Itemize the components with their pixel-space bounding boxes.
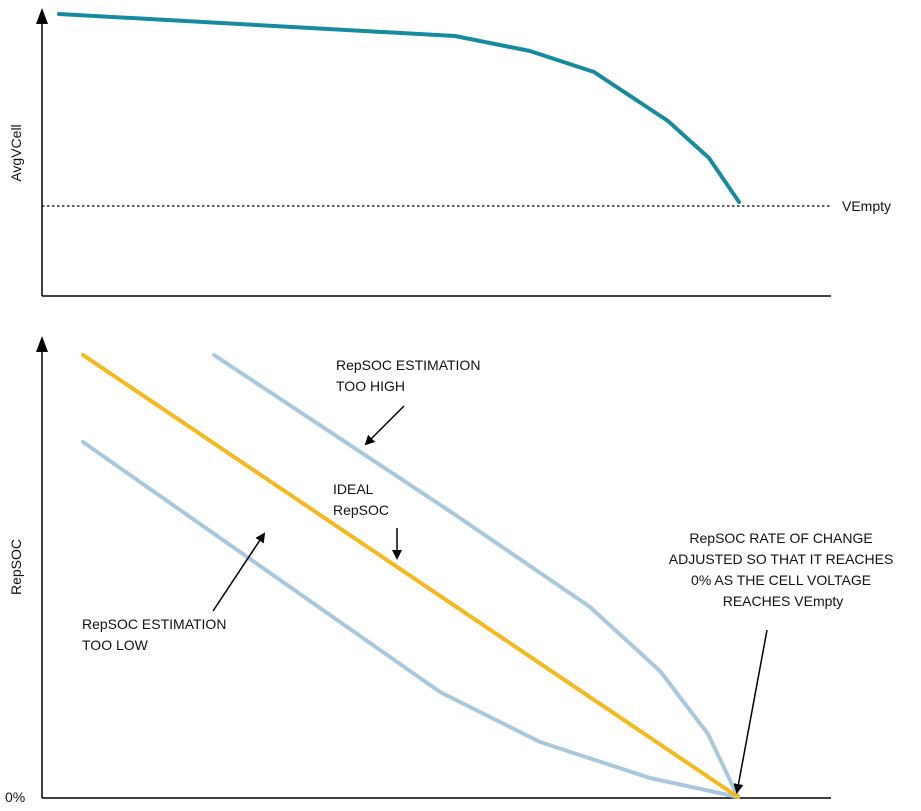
annotation-too-low-arrow [212,532,266,612]
annotation-adjusted-line: RepSOC RATE OF CHANGE [689,530,872,546]
ideal-repsoc-line [81,353,740,799]
bottom-plot: RepSOC 0% RepSOC ESTIMATION TOO HIGH IDE… [5,336,897,805]
annotation-adjusted-line: ADJUSTED SO THAT IT REACHES [669,551,894,567]
annotation-too-high-line: TOO HIGH [336,378,405,394]
annotation-too-high-arrow [364,405,405,446]
repsoc-too-high-line [212,353,740,799]
annotation-adjusted: RepSOC RATE OF CHANGE ADJUSTED SO THAT I… [669,530,897,609]
annotation-adjusted-line: 0% AS THE CELL VOLTAGE [691,572,871,588]
bottom-y-axis-arrow-icon [36,336,48,352]
avgvcell-curve [57,12,741,204]
annotation-adjusted-arrow [733,629,768,794]
annotation-too-low: RepSOC ESTIMATION TOO LOW [82,616,230,653]
annotation-ideal-line: IDEAL [333,481,374,497]
annotation-too-low-line: RepSOC ESTIMATION [82,616,226,632]
annotation-too-high: RepSOC ESTIMATION TOO HIGH [336,357,484,394]
repsoc-too-low-line [81,440,740,799]
top-y-axis-arrow-icon [36,8,48,24]
zero-percent-label: 0% [5,789,25,805]
annotation-too-high-line: RepSOC ESTIMATION [336,357,480,373]
annotation-ideal: IDEAL RepSOC [333,481,389,518]
annotation-ideal-line: RepSOC [333,502,389,518]
annotation-too-low-line: TOO LOW [82,637,149,653]
top-y-axis-label: AvgVCell [8,124,24,181]
annotation-adjusted-line: REACHES VEmpty [723,593,844,609]
top-plot: AvgVCell VEmpty [8,8,891,297]
vempty-threshold-label: VEmpty [842,198,891,214]
bottom-y-axis-label: RepSOC [8,539,24,595]
